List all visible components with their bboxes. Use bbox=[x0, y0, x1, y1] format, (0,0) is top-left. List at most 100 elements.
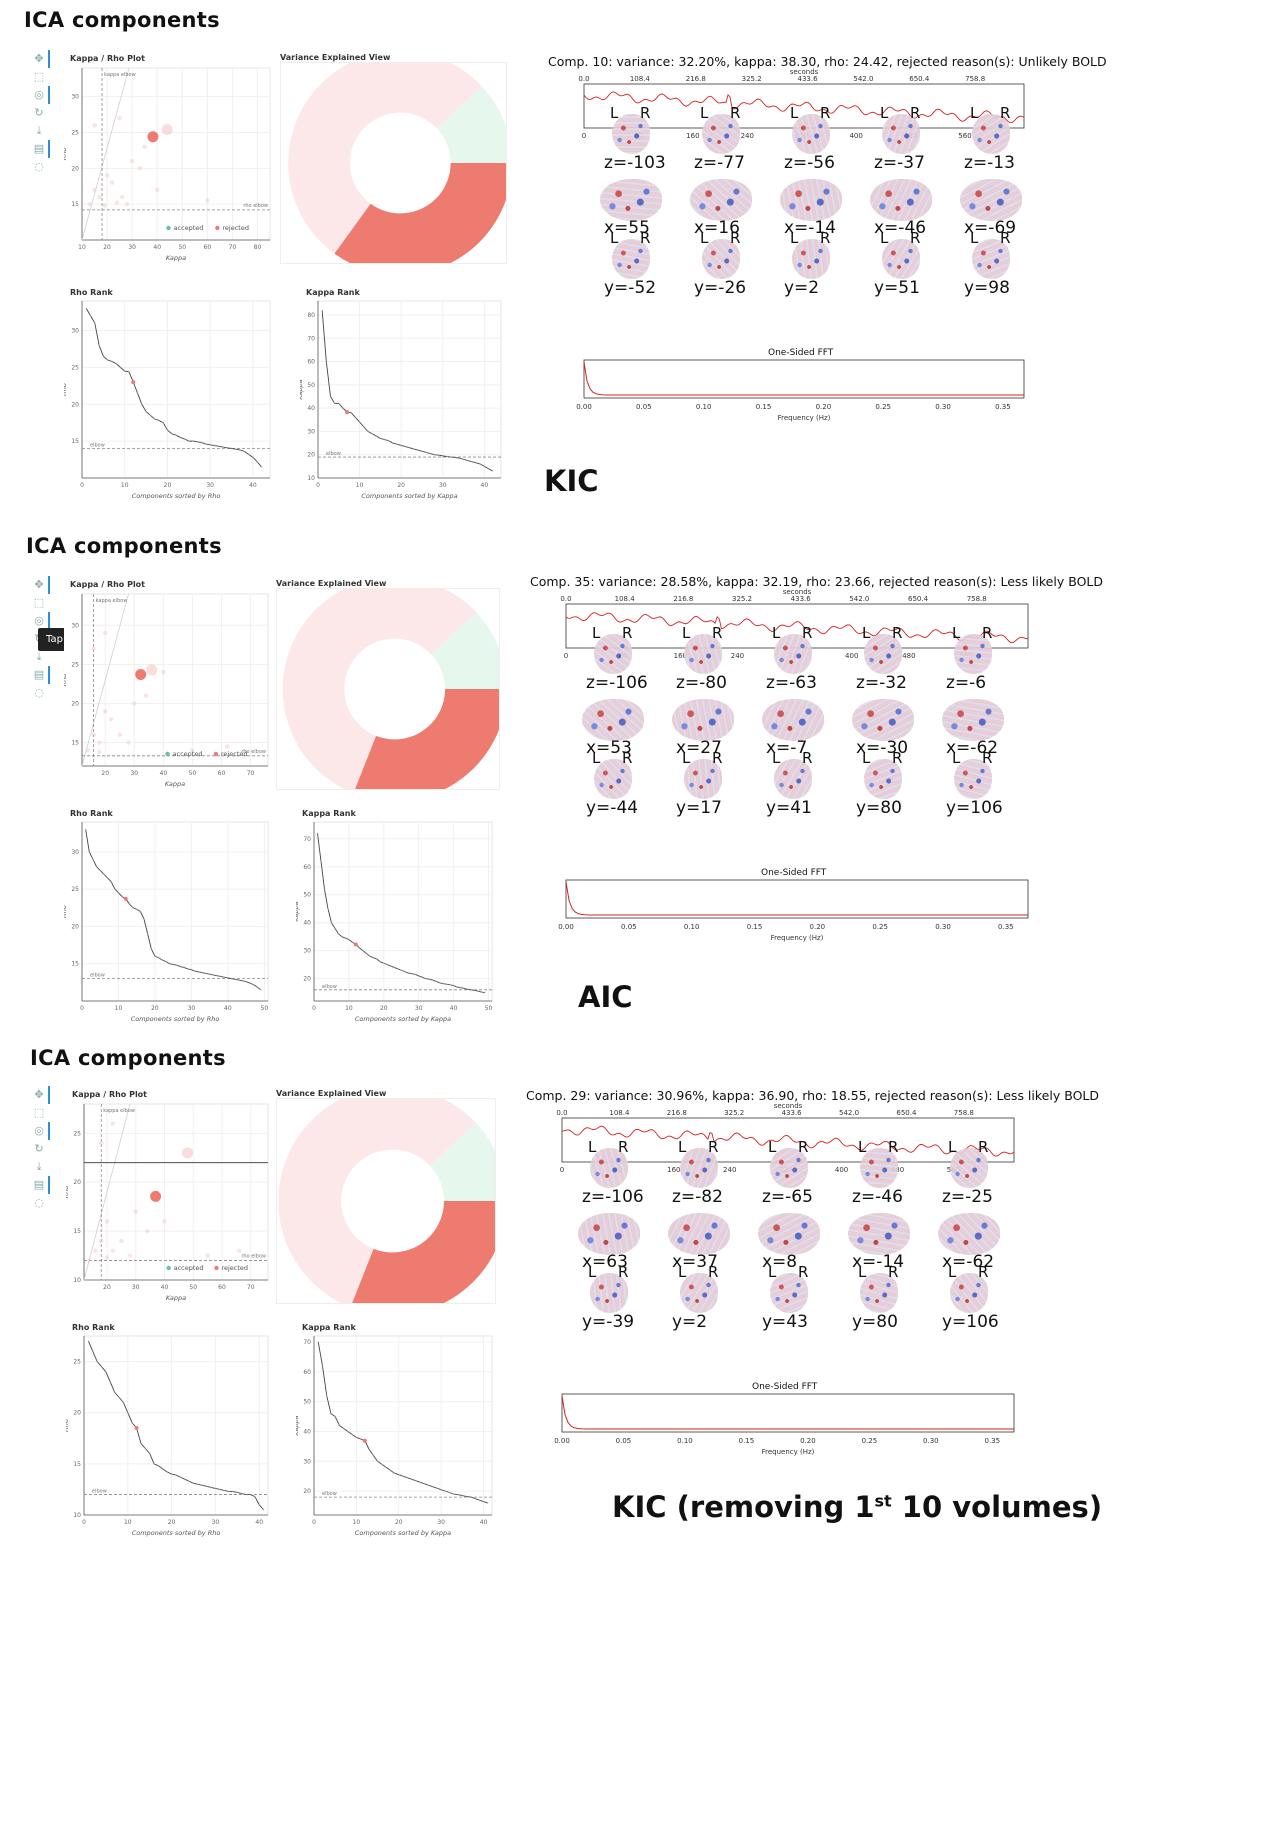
rank-point[interactable] bbox=[440, 1488, 443, 1491]
rank-point[interactable] bbox=[393, 966, 396, 969]
rank-point[interactable] bbox=[486, 1502, 489, 1505]
rank-point[interactable] bbox=[201, 1484, 204, 1487]
rank-point[interactable] bbox=[227, 1490, 230, 1493]
box-zoom-icon[interactable]: ⬚ bbox=[33, 1106, 45, 1119]
rank-point[interactable] bbox=[252, 983, 255, 986]
rank-point[interactable] bbox=[459, 986, 462, 989]
rank-point[interactable] bbox=[256, 985, 259, 988]
component-point[interactable] bbox=[114, 200, 120, 205]
rank-point[interactable] bbox=[441, 454, 444, 457]
rank-point[interactable] bbox=[239, 448, 242, 451]
rank-point[interactable] bbox=[420, 450, 423, 453]
rank-point[interactable] bbox=[448, 1491, 451, 1494]
rank-point[interactable] bbox=[316, 832, 319, 835]
donut-slice-other[interactable] bbox=[278, 1099, 476, 1303]
reset-icon[interactable]: ↻ bbox=[34, 106, 44, 119]
wheel-zoom-icon[interactable]: ◎ bbox=[34, 1124, 44, 1137]
rank-point[interactable] bbox=[248, 982, 251, 985]
donut-slice-other[interactable] bbox=[282, 589, 477, 789]
rank-point[interactable] bbox=[166, 429, 169, 432]
rank-point[interactable] bbox=[157, 1464, 160, 1467]
rank-point[interactable] bbox=[91, 1350, 94, 1353]
component-point[interactable] bbox=[117, 115, 122, 121]
rank-point[interactable] bbox=[164, 960, 167, 963]
rank-point[interactable] bbox=[366, 430, 369, 433]
rank-point[interactable] bbox=[358, 946, 361, 949]
rank-point[interactable] bbox=[84, 828, 87, 831]
rank-point[interactable] bbox=[461, 1494, 464, 1497]
rank-point[interactable] bbox=[148, 1452, 151, 1455]
rank-point[interactable] bbox=[87, 1340, 90, 1343]
rank-point[interactable] bbox=[205, 972, 207, 975]
rank-point[interactable] bbox=[412, 447, 415, 450]
rank-point[interactable] bbox=[354, 416, 357, 419]
rank-point[interactable] bbox=[433, 453, 436, 456]
rank-point[interactable] bbox=[423, 1482, 426, 1485]
rank-point[interactable] bbox=[117, 891, 120, 894]
donut-slice-other[interactable] bbox=[288, 63, 482, 254]
rank-point[interactable] bbox=[317, 1340, 320, 1343]
component-point[interactable] bbox=[104, 1255, 110, 1260]
rank-point[interactable] bbox=[437, 454, 440, 457]
rank-point[interactable] bbox=[230, 447, 233, 450]
rank-point[interactable] bbox=[194, 970, 197, 973]
component-point[interactable] bbox=[97, 749, 102, 755]
rank-point[interactable] bbox=[474, 1497, 477, 1500]
rank-point[interactable] bbox=[424, 977, 427, 980]
rank-point[interactable] bbox=[418, 1481, 421, 1484]
rank-point[interactable] bbox=[128, 370, 130, 373]
selected-rank-point[interactable] bbox=[362, 1438, 367, 1443]
component-point[interactable] bbox=[143, 693, 149, 698]
component-point[interactable] bbox=[205, 198, 210, 203]
component-point[interactable] bbox=[119, 1238, 124, 1244]
rank-point[interactable] bbox=[102, 873, 105, 876]
rank-point[interactable] bbox=[166, 1471, 169, 1474]
rho-rank-plot[interactable]: Rho Rank 0 10 20 30 40 50 15 20 25 30 Components so… bbox=[64, 809, 272, 1023]
rank-point[interactable] bbox=[153, 955, 156, 958]
rank-point[interactable] bbox=[431, 979, 434, 982]
component-point[interactable] bbox=[119, 194, 125, 200]
rank-point[interactable] bbox=[139, 1442, 142, 1445]
rank-point[interactable] bbox=[205, 1485, 208, 1488]
component-point[interactable] bbox=[92, 123, 97, 128]
rank-point[interactable] bbox=[192, 1482, 195, 1485]
rank-point[interactable] bbox=[245, 980, 248, 983]
rank-point[interactable] bbox=[351, 941, 354, 944]
rank-point[interactable] bbox=[379, 960, 382, 963]
component-point[interactable] bbox=[97, 194, 102, 200]
rank-point[interactable] bbox=[210, 1486, 213, 1489]
rank-point[interactable] bbox=[321, 1364, 324, 1367]
donut-slice-rejected[interactable] bbox=[334, 163, 506, 263]
rank-point[interactable] bbox=[170, 432, 173, 435]
rank-point[interactable] bbox=[375, 958, 378, 961]
rank-point[interactable] bbox=[365, 952, 368, 955]
rank-point[interactable] bbox=[403, 970, 406, 973]
rank-point[interactable] bbox=[321, 309, 324, 312]
rank-point[interactable] bbox=[408, 446, 411, 449]
component-point[interactable] bbox=[190, 748, 195, 753]
rank-point[interactable] bbox=[183, 437, 186, 440]
rank-point[interactable] bbox=[109, 1381, 112, 1384]
rank-point[interactable] bbox=[358, 421, 361, 424]
rank-point[interactable] bbox=[372, 1454, 375, 1457]
rank-point[interactable] bbox=[168, 962, 171, 965]
rank-point[interactable] bbox=[140, 403, 143, 406]
component-point[interactable] bbox=[124, 201, 130, 207]
rank-point[interactable] bbox=[179, 965, 182, 968]
rank-point[interactable] bbox=[442, 982, 445, 985]
rank-point[interactable] bbox=[482, 1500, 485, 1503]
component-point[interactable] bbox=[99, 1238, 104, 1244]
rank-point[interactable] bbox=[421, 976, 424, 979]
component-point[interactable] bbox=[161, 124, 173, 136]
rank-point[interactable] bbox=[219, 975, 222, 978]
rank-point[interactable] bbox=[452, 984, 455, 987]
rank-point[interactable] bbox=[325, 1394, 328, 1397]
component-point[interactable] bbox=[132, 701, 137, 706]
component-point[interactable] bbox=[126, 740, 131, 745]
donut-slice-accepted[interactable] bbox=[430, 1122, 495, 1201]
component-point[interactable] bbox=[129, 158, 135, 164]
rank-point[interactable] bbox=[136, 392, 139, 395]
rank-point[interactable] bbox=[462, 458, 465, 461]
rank-point[interactable] bbox=[341, 407, 344, 410]
rank-point[interactable] bbox=[146, 932, 149, 935]
